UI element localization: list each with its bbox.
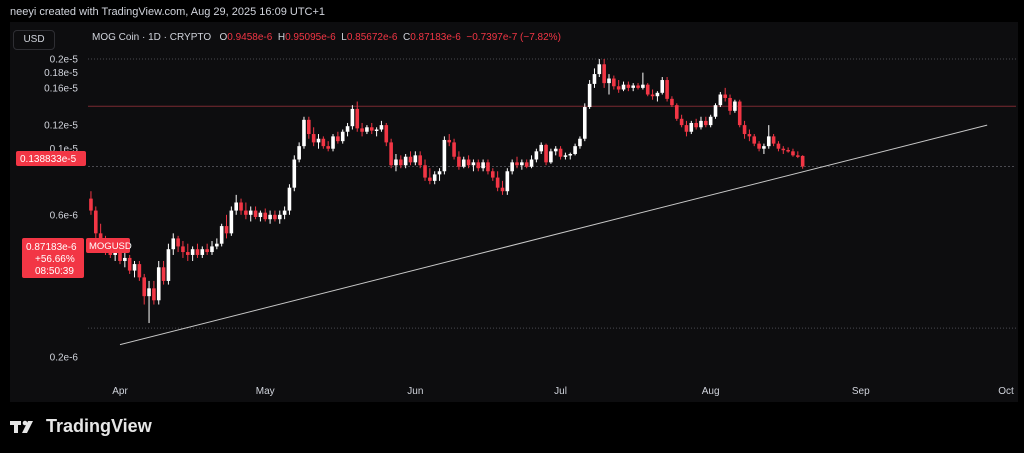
low-value: 0.85672e-6 [346, 32, 398, 43]
close-value: 0.87183e-6 [410, 32, 461, 43]
close-label: C [402, 32, 411, 43]
symbol-name: MOG Coin · 1D · CRYPTO [92, 32, 212, 43]
tradingview-logo-icon [10, 420, 33, 433]
high-label: H [277, 32, 286, 43]
symbol-info-line: MOG Coin · 1D · CRYPTO O0.9458e-6 H0.950… [92, 32, 561, 43]
change-value: −0.7397e-7 (−7.82%) [466, 32, 561, 43]
currency-selector[interactable]: USD [13, 30, 55, 50]
brand-name: TradingView [46, 416, 152, 436]
chart-attribution: neeyi created with TradingView.com, Aug … [10, 6, 326, 18]
open-value: 0.9458e-6 [227, 32, 273, 43]
chart-panel[interactable] [10, 22, 1018, 402]
open-label: O [219, 32, 228, 43]
high-value: 0.95095e-6 [285, 32, 336, 43]
footer-brand: TradingView [10, 416, 152, 437]
low-label: L [341, 32, 347, 43]
